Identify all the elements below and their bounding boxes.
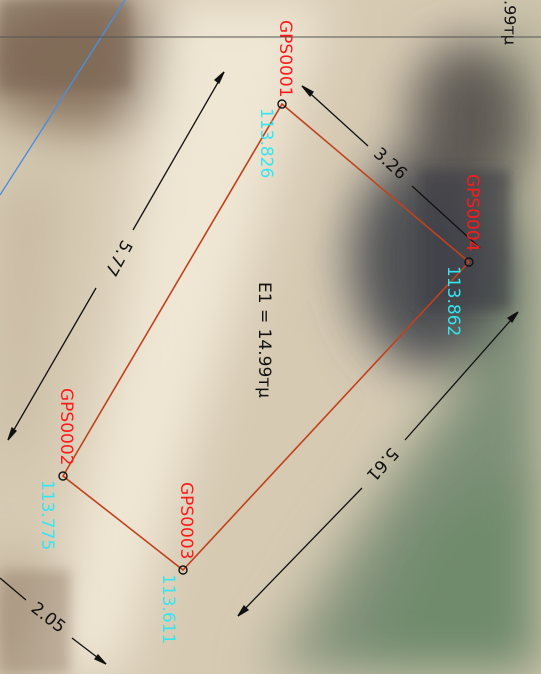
point-name-gps0001: GPS0001 — [275, 20, 295, 97]
point-name-gps0004: GPS0004 — [462, 174, 482, 251]
elevation-gps0002: 113.775 — [37, 480, 57, 550]
clipped-area-label: .99тµ — [501, 0, 520, 45]
elevation-gps0003: 113.611 — [158, 574, 178, 644]
blue-reference-line — [0, 0, 126, 196]
survey-point-marker-gps0004[interactable] — [464, 257, 474, 267]
dimension-line-bottom-left — [0, 577, 107, 665]
elevation-gps0004: 113.862 — [443, 266, 463, 336]
dimension-line-left — [7, 71, 225, 441]
dimension-line-bottom-right — [237, 311, 519, 617]
survey-point-marker-gps0002[interactable] — [58, 471, 68, 481]
point-name-gps0003: GPS0003 — [176, 482, 196, 559]
survey-point-marker-gps0001[interactable] — [277, 99, 287, 109]
survey-point-marker-gps0003[interactable] — [178, 565, 188, 575]
point-name-gps0002: GPS0002 — [56, 388, 76, 465]
elevation-gps0001: 113.826 — [256, 108, 276, 178]
parcel-area-label: E1 = 14.99тµ — [254, 282, 274, 398]
parcel-boundary[interactable] — [61, 102, 471, 572]
dimension-line-top-right — [301, 85, 481, 249]
